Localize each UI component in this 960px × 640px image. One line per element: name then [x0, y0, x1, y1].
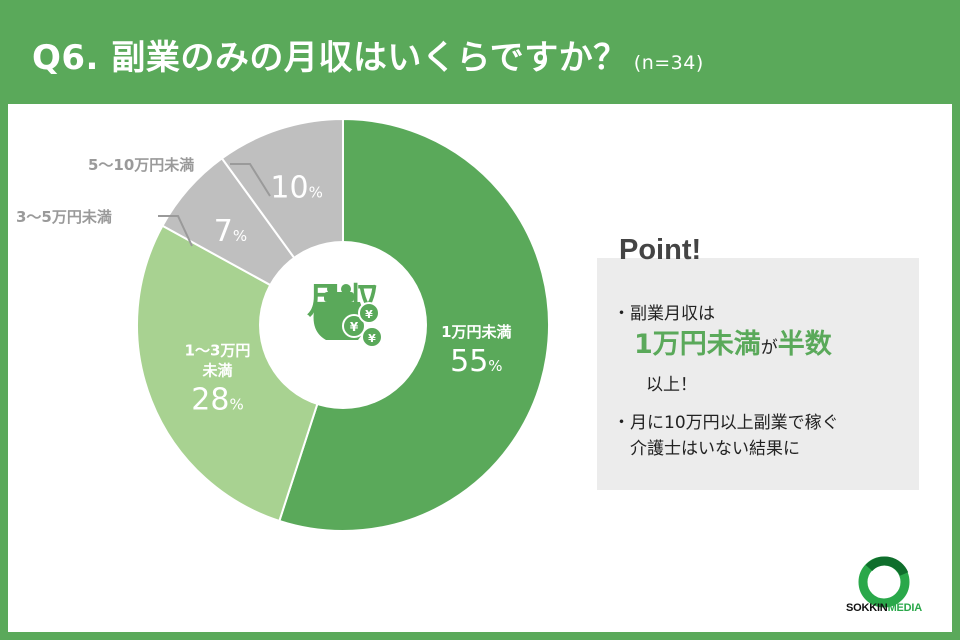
svg-text:¥: ¥: [350, 320, 359, 334]
point-title: Point!: [619, 234, 702, 266]
sokkin-logo-icon: [858, 556, 910, 608]
page-title: Q6. 副業のみの月収はいくらですか？ (n=34): [32, 30, 704, 79]
point-highlight-half: 半数: [777, 329, 832, 360]
point-bullet2-line2: 介護士はいない結果に: [630, 439, 800, 459]
leader-line-1: [158, 215, 193, 247]
slice-category-label: 未満: [201, 362, 232, 380]
sample-size: (n=34): [633, 52, 704, 74]
outer-label-1: 3〜5万円未満: [16, 208, 112, 226]
point-bullet2-line1: ・月に10万円以上副業で稼ぐ: [613, 413, 839, 433]
point-box: [597, 258, 919, 490]
point-highlight-amount: 1万円未満: [634, 329, 761, 360]
slice-category-label: 1〜3万円: [185, 342, 251, 360]
slice-value-label: 10%: [270, 170, 322, 205]
svg-text:¥: ¥: [365, 308, 373, 321]
slice-value-label: 7%: [214, 214, 247, 249]
outer-label-2: 5〜10万円未満: [88, 156, 194, 174]
point-bullet1-text: ・副業月収は: [613, 304, 715, 324]
point-bullet1-end: 以上！: [646, 375, 697, 395]
leader-line-2: [230, 163, 271, 197]
logo-name1: SOKKIN: [845, 602, 888, 614]
slice-label-1: 1万円未満 55%: [441, 323, 511, 379]
sokkin-logo-text: SOKKINMEDIA: [834, 602, 934, 614]
slice-value-label: 55%: [450, 344, 502, 379]
point-bullet1-highlight-line: 1万円未満が半数: [634, 322, 832, 361]
slice-category-label: 1万円未満: [441, 323, 511, 341]
title-text: Q6. 副業のみの月収はいくらですか？: [32, 38, 628, 78]
leader-lines: [158, 163, 271, 247]
point-particle: が: [760, 338, 778, 358]
logo-name2: MEDIA: [887, 602, 923, 614]
header-bar: Q6. 副業のみの月収はいくらですか？ (n=34): [0, 0, 960, 104]
slice-value-label: 28%: [191, 383, 243, 418]
slice-label-4: 10%: [270, 170, 322, 205]
svg-text:¥: ¥: [368, 332, 376, 345]
wallet-icon: ¥ ¥ ¥: [313, 284, 383, 348]
slice-label-3: 7%: [214, 214, 247, 249]
